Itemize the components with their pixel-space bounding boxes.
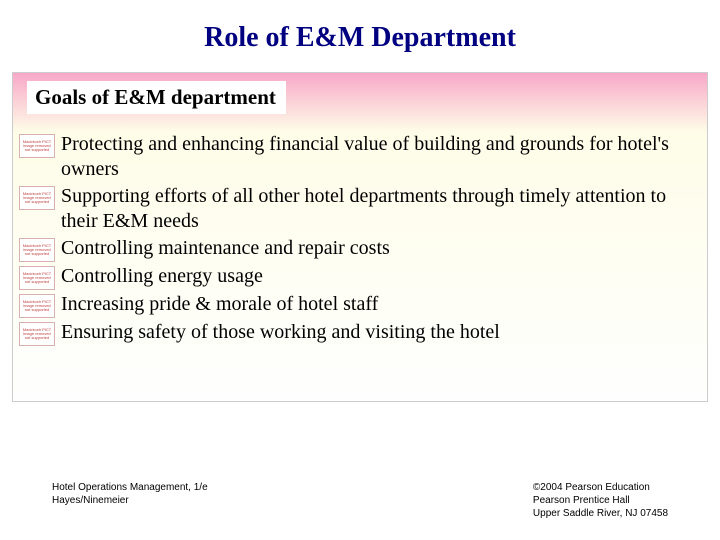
list-item-text: Protecting and enhancing financial value… [61, 132, 701, 182]
list-item-text: Ensuring safety of those working and vis… [61, 320, 500, 345]
missing-image-icon: Macintosh PICT image removed not support… [19, 134, 55, 158]
footer-authors: Hayes/Ninemeier [52, 494, 208, 507]
goals-list: Macintosh PICT image removed not support… [13, 132, 707, 346]
list-item-text: Increasing pride & morale of hotel staff [61, 292, 378, 317]
missing-image-icon: Macintosh PICT image removed not support… [19, 266, 55, 290]
missing-image-icon: Macintosh PICT image removed not support… [19, 186, 55, 210]
list-item-text: Controlling energy usage [61, 264, 263, 289]
list-item-text: Controlling maintenance and repair costs [61, 236, 390, 261]
missing-image-icon: Macintosh PICT image removed not support… [19, 238, 55, 262]
slide-title: Role of E&M Department [0, 0, 720, 72]
list-item: Macintosh PICT image removed not support… [19, 292, 701, 318]
missing-image-icon: Macintosh PICT image removed not support… [19, 322, 55, 346]
list-item: Macintosh PICT image removed not support… [19, 264, 701, 290]
footer-book-title: Hotel Operations Management, 1/e [52, 481, 208, 494]
footer: Hotel Operations Management, 1/e Hayes/N… [0, 481, 720, 520]
list-item: Macintosh PICT image removed not support… [19, 320, 701, 346]
missing-image-icon: Macintosh PICT image removed not support… [19, 294, 55, 318]
list-item: Macintosh PICT image removed not support… [19, 132, 701, 182]
list-item: Macintosh PICT image removed not support… [19, 184, 701, 234]
footer-left: Hotel Operations Management, 1/e Hayes/N… [52, 481, 208, 520]
list-item-text: Supporting efforts of all other hotel de… [61, 184, 701, 234]
footer-address: Upper Saddle River, NJ 07458 [533, 507, 668, 520]
footer-right: ©2004 Pearson Education Pearson Prentice… [533, 481, 668, 520]
content-panel: Goals of E&M department Macintosh PICT i… [12, 72, 708, 402]
footer-publisher: Pearson Prentice Hall [533, 494, 668, 507]
footer-copyright: ©2004 Pearson Education [533, 481, 668, 494]
subtitle: Goals of E&M department [27, 81, 286, 114]
list-item: Macintosh PICT image removed not support… [19, 236, 701, 262]
